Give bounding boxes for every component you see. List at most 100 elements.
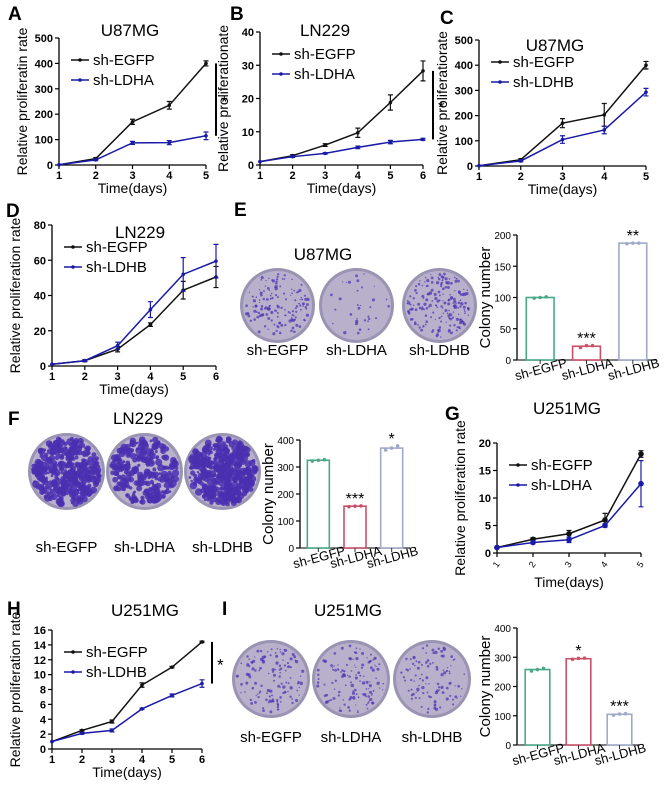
colony	[437, 686, 441, 689]
colony	[437, 277, 441, 281]
colony	[330, 699, 333, 701]
colony	[355, 647, 358, 650]
colony	[152, 436, 159, 443]
colony	[463, 673, 466, 676]
colony	[448, 328, 451, 331]
colony	[361, 652, 365, 656]
data-point	[323, 143, 328, 147]
colony	[374, 317, 377, 319]
y-axis-label: Colony number	[477, 636, 494, 738]
colony	[430, 276, 434, 280]
series-line-sh-ldha	[259, 138, 424, 163]
colony	[123, 470, 129, 475]
colony	[414, 664, 416, 667]
panel-letter: B	[230, 4, 244, 25]
colony	[269, 294, 272, 297]
colony	[220, 487, 224, 491]
colony	[204, 455, 211, 463]
colony	[290, 288, 293, 290]
colony	[300, 308, 302, 311]
colony	[436, 299, 440, 303]
colony	[421, 294, 425, 298]
y-tick-label: 100	[494, 294, 511, 305]
colony	[276, 703, 279, 706]
x-tick-label: 1	[49, 371, 55, 383]
colony	[274, 294, 278, 297]
colony	[240, 682, 243, 686]
colony	[199, 472, 207, 480]
colony	[466, 289, 469, 291]
legend-marker	[516, 483, 520, 487]
x-tick-label: 3	[109, 754, 115, 766]
colony	[323, 683, 326, 686]
colony	[430, 280, 434, 284]
colony	[289, 657, 293, 661]
colony	[424, 314, 428, 317]
colony	[356, 711, 359, 714]
colony	[270, 319, 273, 322]
colony	[407, 301, 411, 305]
data-point	[148, 307, 153, 312]
colony	[406, 299, 409, 302]
colony	[140, 495, 145, 500]
colony	[432, 311, 435, 314]
colony	[76, 449, 83, 456]
data-point	[115, 343, 120, 348]
colony	[409, 658, 412, 661]
colony	[258, 669, 261, 672]
colony	[448, 309, 450, 312]
legend-marker	[279, 52, 283, 56]
legend-marker	[78, 58, 82, 62]
y-tick-label: 100	[494, 712, 511, 723]
colony	[53, 466, 58, 470]
colony	[429, 303, 432, 307]
x-tick-label: 4	[355, 170, 362, 182]
colony	[442, 287, 445, 291]
colony	[365, 703, 368, 706]
colony	[76, 497, 84, 505]
colony	[425, 307, 429, 310]
legend-label: sh-EGFP	[294, 46, 356, 63]
y-tick-label: 80	[34, 220, 46, 232]
data-point	[200, 681, 204, 686]
x-axis-label: Time(days)	[307, 180, 377, 196]
data-point	[638, 480, 644, 487]
colony	[80, 440, 83, 444]
colony	[359, 648, 361, 650]
data-point	[214, 259, 218, 263]
colony	[370, 694, 373, 696]
colony	[293, 318, 296, 321]
colony	[45, 486, 49, 490]
colony	[413, 322, 417, 326]
replicate-point	[617, 712, 622, 716]
colony	[356, 331, 360, 335]
colony	[406, 302, 408, 305]
plate-label: sh-EGFP	[36, 539, 98, 556]
colony	[357, 696, 360, 699]
data-point	[80, 728, 84, 733]
colony	[420, 705, 423, 708]
x-tick-label: 5	[643, 171, 649, 183]
x-tick-label: 3	[115, 371, 121, 383]
colony-plate-sh-ldhb	[393, 640, 471, 718]
x-tick-label: 5	[203, 170, 209, 182]
replicate-point	[582, 656, 587, 660]
colony	[440, 336, 442, 338]
colony	[447, 298, 451, 302]
colony	[434, 319, 436, 321]
colony	[348, 280, 352, 284]
colony	[457, 291, 462, 295]
chart-title: LN229	[115, 223, 165, 242]
colony	[193, 476, 200, 483]
colony	[367, 315, 370, 318]
colony	[371, 693, 373, 695]
colony	[337, 694, 340, 697]
colony	[214, 452, 221, 459]
colony	[420, 663, 423, 666]
colony	[143, 468, 151, 476]
colony	[299, 675, 302, 678]
data-point	[130, 141, 135, 145]
colony	[345, 663, 348, 666]
